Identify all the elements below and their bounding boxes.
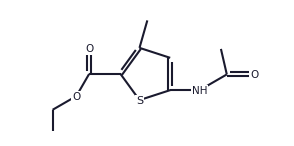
Text: O: O (85, 45, 93, 54)
Text: O: O (250, 70, 258, 80)
Text: NH: NH (192, 86, 207, 96)
Text: S: S (136, 96, 143, 106)
Text: O: O (72, 92, 81, 102)
